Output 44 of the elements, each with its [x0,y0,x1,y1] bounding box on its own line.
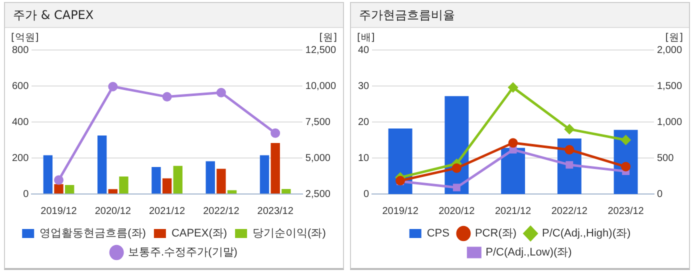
y2-tick-label: 500 [656,152,674,164]
x-tick-label: 2021/12 [148,206,186,217]
y-tick-label: 10 [358,152,370,164]
y2-axis-title: [원] [665,32,684,44]
legend-label: 영업활동현금흐름(좌) [40,228,146,240]
y-tick-label: 400 [12,116,30,128]
x-tick-label: 2022/12 [203,206,240,217]
y-tick-label: 40 [358,44,370,56]
y-tick-label: 600 [12,80,30,92]
y-tick-label: 200 [12,152,30,164]
y-axis-title: [배] [357,32,375,44]
chart-title: 주가현금흐름비율 [351,3,689,28]
x-tick-label: 2020/12 [94,206,132,217]
x-tick-label: 2022/12 [551,206,588,217]
y2-axis-title: [원] [319,32,338,44]
x-tick-label: 2023/12 [608,206,644,217]
x-tick-label: 2021/12 [494,206,532,217]
chart-title: 주가 & CAPEX [5,3,343,28]
y2-tick-label: 2,000 [656,44,682,56]
y2-tick-label: 5,000 [305,152,331,164]
legend-label: 보통주.수정주가(기말) [128,246,238,259]
x-tick-label: 2019/12 [382,206,419,217]
legend-label: CPS [426,228,450,240]
x-tick-label: 2020/12 [438,206,476,217]
y2-tick-label: 2,500 [305,188,331,200]
y-axis-title: [억원] [11,32,39,44]
y2-tick-label: 7,500 [305,116,331,128]
legend-label: P/C(Adj.,Low)(좌) [486,246,572,259]
y2-tick-label: 1,000 [656,116,682,128]
x-tick-label: 2023/12 [257,206,294,217]
x-tick-label: 2019/12 [40,206,78,217]
y2-tick-label: 10,000 [305,80,336,92]
y-tick-label: 800 [12,44,30,56]
legend-label: PCR(좌) [474,228,517,240]
legend-label: P/C(Adj.,High)(좌) [542,228,631,240]
legend-label: 당기순이익(좌) [252,228,326,240]
y-tick-label: 20 [358,116,370,128]
y2-tick-label: 0 [656,188,663,200]
y-tick-label: 0 [23,188,30,200]
legend-label: CAPEX(좌) [171,228,228,240]
y-tick-label: 30 [358,80,370,92]
y2-tick-label: 12,500 [305,44,336,56]
y-tick-label: 0 [364,188,370,200]
y2-tick-label: 1,500 [656,80,682,92]
